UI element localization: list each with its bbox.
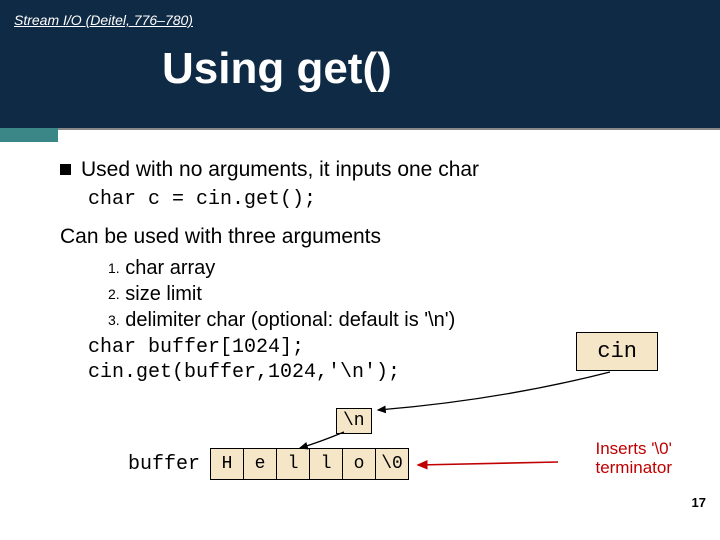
breadcrumb: Stream I/O (Deitel, 776–780) [14,12,193,28]
newline-box: \n [336,408,372,434]
bullet-1-text: Used with no arguments, it inputs one ch… [81,158,479,181]
cell: o [342,448,376,480]
cell: e [243,448,277,480]
cell: l [309,448,343,480]
cell: H [210,448,244,480]
list-item: 3. delimiter char (optional: default is … [108,307,680,333]
cell: \0 [375,448,409,480]
divider [58,128,720,130]
accent-bar [0,128,58,142]
list-item: 2. size limit [108,281,680,307]
list-item: 1. char array [108,255,680,281]
cin-box: cin [576,332,658,371]
cell: l [276,448,310,480]
slide-header: Stream I/O (Deitel, 776–780) Using get() [0,0,720,128]
slide-title: Using get() [162,44,392,94]
bullet-1: Used with no arguments, it inputs one ch… [60,158,680,182]
annotation: Inserts '\0' terminator [595,440,672,477]
buffer-cells: H e l l o \0 [210,448,409,480]
bullet-icon [60,164,71,175]
annotation-line-2: terminator [595,459,672,478]
annotation-line-1: Inserts '\0' [595,440,672,459]
bullet-2: Can be used with three arguments [60,225,680,249]
page-number: 17 [692,495,706,510]
buffer-label: buffer [128,453,200,476]
code-line-1: char c = cin.get(); [88,188,680,211]
buffer-diagram: buffer H e l l o \0 [128,448,409,480]
numbered-list: 1. char array 2. size limit 3. delimiter… [108,255,680,333]
bullet-2-text: Can be used with three arguments [60,225,381,248]
